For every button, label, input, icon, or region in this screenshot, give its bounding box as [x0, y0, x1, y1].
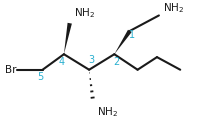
Text: 1: 1 [129, 30, 135, 40]
Text: NH$_2$: NH$_2$ [163, 1, 184, 15]
Text: 5: 5 [37, 73, 44, 82]
Polygon shape [114, 30, 132, 54]
Text: Br: Br [5, 65, 16, 75]
Text: 2: 2 [113, 57, 119, 67]
Text: 3: 3 [88, 55, 94, 65]
Text: NH$_2$: NH$_2$ [97, 106, 118, 119]
Text: 4: 4 [59, 57, 65, 67]
Text: NH$_2$: NH$_2$ [74, 7, 95, 20]
Polygon shape [64, 23, 72, 54]
